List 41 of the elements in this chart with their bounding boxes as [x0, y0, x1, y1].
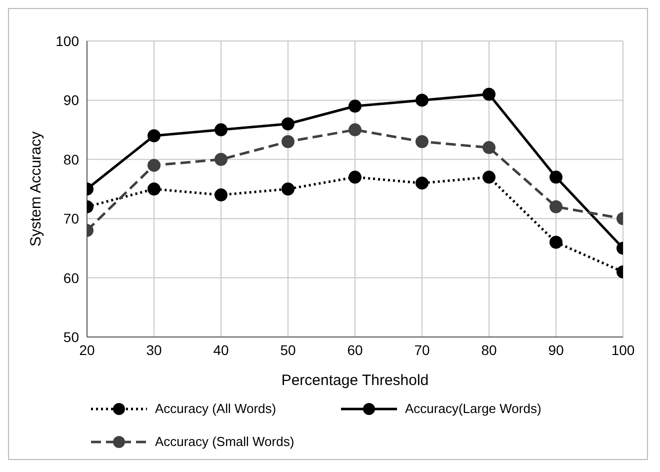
- point: [148, 182, 160, 196]
- legend-label: Accuracy(Large Words): [405, 401, 542, 416]
- x-tick-label: 40: [213, 342, 229, 358]
- legend-label: Accuracy (All Words): [155, 401, 276, 416]
- x-tick-label: 30: [146, 342, 162, 358]
- legend-label: Accuracy (Small Words): [155, 434, 294, 449]
- x-axis-title: Percentage Threshold: [281, 372, 429, 389]
- point: [214, 188, 228, 202]
- x-tick-label: 70: [414, 342, 430, 358]
- point: [416, 94, 428, 107]
- x-tick-label: 90: [548, 342, 564, 358]
- point: [214, 123, 228, 136]
- point: [348, 123, 362, 136]
- point: [282, 182, 294, 196]
- point: [550, 170, 562, 184]
- y-tick-label: 80: [63, 151, 80, 168]
- point: [282, 135, 294, 148]
- point: [550, 200, 562, 214]
- y-tick-label: 50: [63, 328, 80, 345]
- x-tick-label: 60: [347, 342, 363, 358]
- y-tick-label: 100: [56, 32, 80, 49]
- y-tick-label: 60: [63, 270, 80, 286]
- point: [148, 158, 160, 172]
- point: [482, 88, 496, 101]
- point: [214, 152, 228, 166]
- x-tick-label: 80: [481, 342, 497, 358]
- point: [482, 141, 496, 154]
- y-axis-title: System Accuracy: [27, 130, 44, 247]
- point: [282, 117, 294, 130]
- point: [416, 176, 428, 190]
- point: [148, 129, 160, 142]
- y-tick-label: 90: [63, 92, 80, 108]
- x-tick-label: 50: [280, 342, 296, 358]
- point: [482, 170, 496, 184]
- point: [416, 135, 428, 148]
- x-tick-label: 100: [611, 342, 635, 358]
- point: [348, 170, 362, 184]
- point: [348, 100, 362, 113]
- point: [550, 236, 562, 249]
- y-tick-label: 70: [63, 210, 80, 227]
- x-tick-label: 20: [79, 342, 95, 358]
